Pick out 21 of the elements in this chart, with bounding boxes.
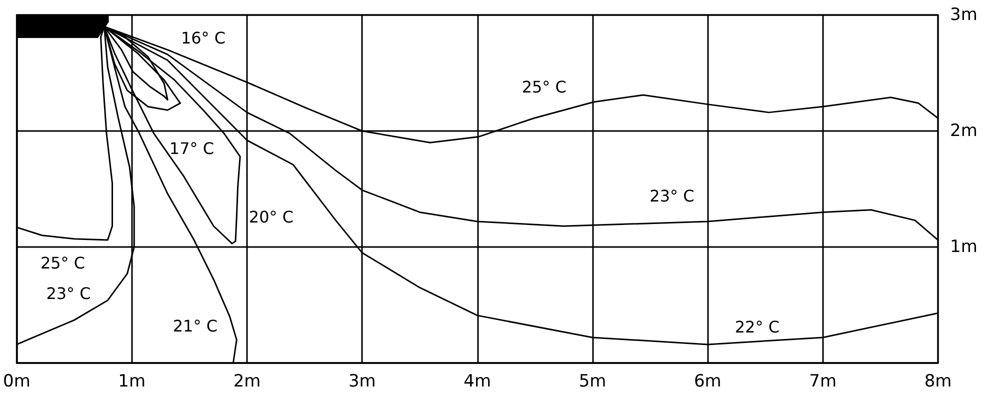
annotation: 22° C [734, 318, 780, 337]
annotation: 20° C [248, 207, 294, 226]
x-tick-label: 1m [118, 372, 146, 392]
annotation: 25° C [40, 254, 86, 273]
x-tick-label: 8m [924, 372, 952, 392]
annotation: 23° C [46, 284, 91, 303]
annotation: 17° C [169, 138, 214, 158]
annotation: 23° C [650, 186, 694, 206]
x-tick-label: 0m [2, 372, 30, 392]
annotation: 25° C [522, 77, 566, 96]
annotation: 21° C [172, 316, 218, 336]
y-tick-label: 3m [950, 5, 978, 25]
annotation: 16° C [180, 28, 226, 48]
x-tick-label: 6m [694, 372, 722, 392]
y-tick-label: 1m [950, 237, 978, 257]
x-tick-label: 4m [464, 372, 492, 392]
x-tick-label: 7m [809, 372, 837, 392]
x-tick-label: 2m [233, 372, 261, 392]
x-tick-label: 3m [348, 372, 376, 392]
y-tick-label: 2m [950, 121, 978, 141]
x-tick-label: 5m [578, 372, 606, 392]
